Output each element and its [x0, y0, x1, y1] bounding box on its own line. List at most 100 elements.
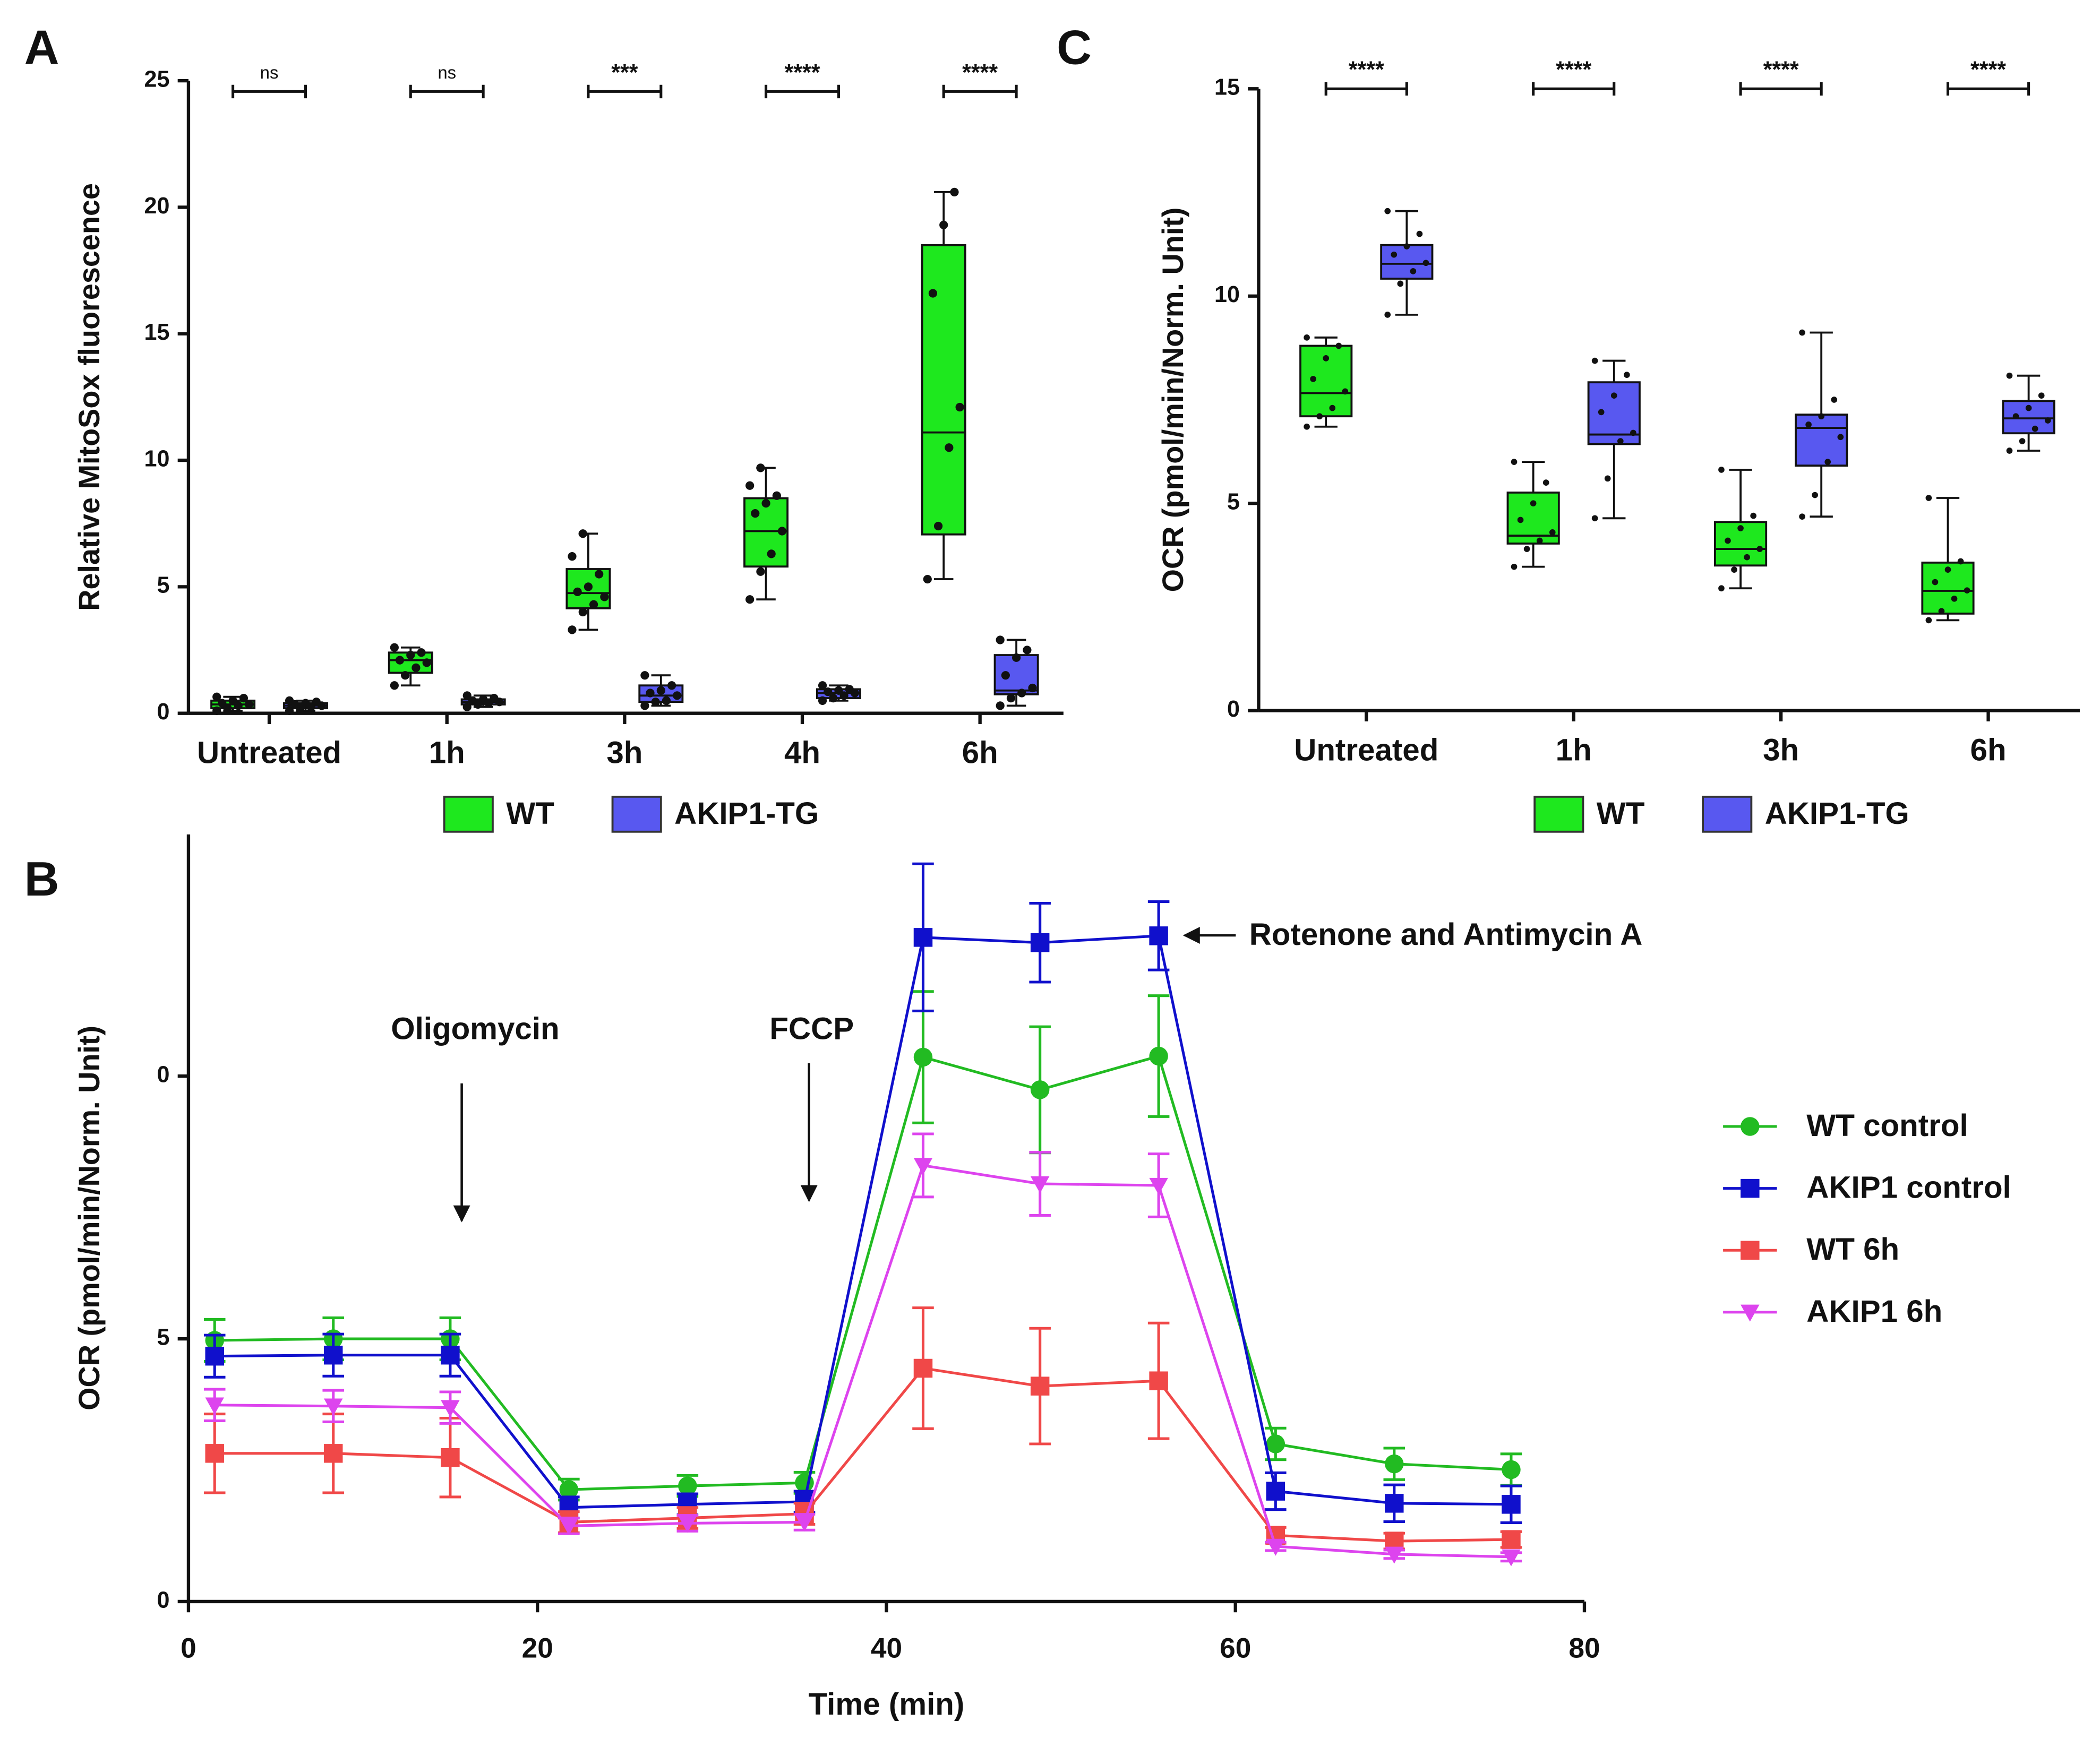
data-point [1925, 495, 1932, 501]
data-point [761, 498, 770, 508]
y-tick-label: 10 [1214, 282, 1240, 307]
data-point [923, 574, 932, 584]
y-tick-label: 20 [144, 193, 170, 219]
data-point [568, 625, 577, 634]
data-point [818, 681, 827, 690]
x-axis-label: Time (min) [809, 1687, 965, 1722]
significance-label: *** [611, 60, 638, 85]
y-tick-label: 0 [1227, 696, 1240, 722]
significance-label: **** [1763, 57, 1799, 83]
data-point [1329, 405, 1336, 411]
box [921, 244, 966, 536]
data-point [646, 689, 655, 698]
y-tick-label: 5 [157, 1324, 169, 1350]
data-point [1012, 653, 1021, 662]
data-point [913, 1358, 933, 1378]
data-point [767, 549, 776, 558]
data-point [1384, 208, 1391, 214]
data-point [2006, 372, 2013, 379]
data-point [1951, 595, 1958, 602]
data-point [933, 521, 943, 531]
data-point [1149, 1371, 1168, 1390]
data-point [285, 696, 294, 705]
legend-label: AKIP1-TG [674, 796, 819, 831]
data-point [1335, 342, 1342, 349]
x-tick-label: 1h [429, 736, 465, 770]
data-point [996, 701, 1005, 710]
data-point [1422, 260, 1429, 266]
series-line [215, 1054, 1512, 1491]
x-tick-label: Untreated [1294, 733, 1438, 768]
data-point [1416, 230, 1423, 237]
y-tick-label: 5 [1227, 489, 1240, 515]
data-point [1385, 1454, 1404, 1474]
data-point [1718, 467, 1725, 473]
data-point [1591, 515, 1598, 522]
data-point [584, 582, 593, 591]
data-point [673, 691, 682, 700]
data-point [1502, 1495, 1521, 1514]
data-point [1831, 397, 1838, 403]
data-point [1925, 617, 1932, 624]
significance-bracket [942, 84, 1018, 99]
data-point [490, 693, 499, 703]
x-tick-label: 20 [522, 1632, 553, 1664]
y-tick-label: 10 [144, 446, 170, 471]
legend-label: AKIP1 6h [1806, 1294, 1942, 1329]
y-tick-label: 15 [144, 320, 170, 345]
data-point [1523, 546, 1530, 552]
data-point [412, 663, 421, 672]
y-tick-label: 0 [157, 1062, 169, 1088]
y-axis-label: OCR (pmol/min/Norm. Unit) [1156, 208, 1189, 592]
data-point [1030, 1176, 1050, 1193]
data-point [1342, 388, 1349, 395]
data-point [745, 595, 755, 604]
data-point [323, 1345, 343, 1365]
significance-label: **** [1349, 57, 1384, 83]
data-point [945, 443, 954, 452]
significance-bracket [1324, 82, 1408, 96]
data-point [406, 650, 415, 660]
data-point [228, 696, 237, 705]
data-point [479, 695, 488, 704]
data-point [2012, 413, 2019, 420]
data-point [777, 527, 787, 536]
data-point [1624, 372, 1630, 378]
data-point [829, 693, 838, 703]
data-point [212, 706, 221, 716]
panel-label: B [24, 852, 59, 906]
x-tick-label: 40 [871, 1632, 902, 1664]
data-point [1410, 268, 1417, 274]
legend-label: WT control [1806, 1108, 1968, 1143]
data-point [939, 220, 948, 229]
data-point [1536, 537, 1543, 544]
data-point [640, 701, 649, 710]
legend-swatch [611, 795, 662, 833]
data-point [1530, 500, 1537, 507]
data-point [578, 607, 587, 617]
data-point [1630, 429, 1636, 436]
x-tick-label: 0 [181, 1632, 196, 1664]
significance-label: ns [260, 63, 279, 82]
significance-label: **** [962, 60, 998, 85]
annotation: Rotenone and Antimycin A [1249, 917, 1643, 952]
data-point [913, 1158, 933, 1175]
data-point [441, 1400, 460, 1417]
data-point [1149, 1177, 1168, 1195]
data-point [1610, 392, 1617, 399]
data-point [913, 1047, 933, 1067]
data-point [1502, 1460, 1521, 1479]
data-point [1304, 334, 1310, 341]
data-point [1304, 423, 1310, 430]
data-point [1812, 492, 1818, 498]
data-point [1824, 459, 1831, 465]
legend-swatch [1702, 795, 1753, 833]
data-point [1006, 693, 1016, 703]
legend-marker [1741, 1178, 1760, 1198]
data-point [1310, 376, 1316, 382]
data-point [1957, 558, 1964, 565]
panel-label: C [1057, 20, 1092, 74]
significance-label: **** [1970, 57, 2006, 83]
x-tick-label: Untreated [197, 736, 341, 770]
data-point [462, 691, 472, 700]
